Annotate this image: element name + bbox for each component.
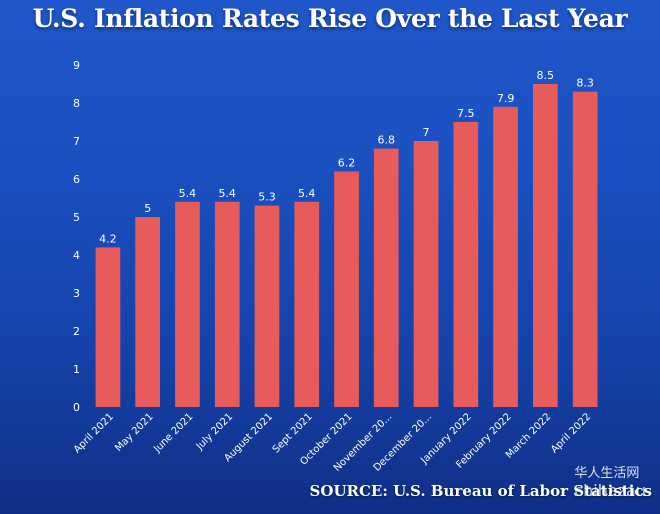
bar bbox=[294, 201, 320, 407]
data-label: 5 bbox=[144, 202, 151, 215]
bar bbox=[95, 247, 121, 407]
bar bbox=[175, 201, 200, 407]
data-label: 7.9 bbox=[497, 92, 515, 105]
y-tick-label: 0 bbox=[73, 401, 80, 414]
bar bbox=[493, 106, 518, 408]
y-tick-label: 4 bbox=[73, 249, 80, 262]
data-label: 7.5 bbox=[457, 107, 475, 120]
watermark-line2: chihazau bbox=[574, 481, 646, 500]
data-label: 5.4 bbox=[218, 187, 236, 200]
data-label: 8.5 bbox=[537, 69, 555, 82]
data-label: 5.4 bbox=[298, 187, 316, 200]
bar bbox=[453, 122, 479, 407]
data-label: 8.3 bbox=[576, 77, 594, 90]
bar bbox=[135, 217, 160, 407]
y-tick-label: 3 bbox=[73, 287, 80, 300]
y-tick-label: 9 bbox=[73, 59, 80, 72]
data-label: 7 bbox=[423, 126, 430, 139]
bar bbox=[413, 141, 439, 407]
bar bbox=[572, 91, 598, 407]
y-tick-label: 1 bbox=[73, 363, 80, 376]
chart-title: U.S. Inflation Rates Rise Over the Last … bbox=[32, 4, 628, 33]
data-label: 6.2 bbox=[338, 156, 356, 169]
y-tick-label: 2 bbox=[73, 325, 80, 338]
x-tick-label: July 2021 bbox=[194, 411, 235, 452]
y-tick-label: 7 bbox=[73, 135, 80, 148]
bar bbox=[214, 201, 240, 407]
bar bbox=[334, 171, 359, 407]
data-label: 5.3 bbox=[258, 191, 276, 204]
x-tick-label: April 2022 bbox=[549, 411, 593, 455]
x-tick-label: April 2021 bbox=[72, 411, 116, 455]
data-label: 4.2 bbox=[99, 232, 117, 245]
x-tick-label: June 2021 bbox=[151, 411, 195, 455]
x-tick-label: May 2021 bbox=[113, 411, 156, 454]
y-tick-label: 5 bbox=[73, 211, 80, 224]
data-label: 6.8 bbox=[378, 134, 396, 147]
watermark: 华人生活网 chihazau bbox=[574, 462, 646, 500]
y-tick-label: 6 bbox=[73, 173, 80, 186]
bar bbox=[533, 84, 558, 407]
bar bbox=[254, 205, 280, 407]
data-label: 5.4 bbox=[179, 187, 197, 200]
watermark-line1: 华人生活网 bbox=[574, 466, 640, 481]
source-note: SOURCE: U.S. Bureau of Labor Statistics bbox=[309, 482, 652, 500]
bar bbox=[373, 148, 399, 407]
y-tick-label: 8 bbox=[73, 97, 80, 110]
